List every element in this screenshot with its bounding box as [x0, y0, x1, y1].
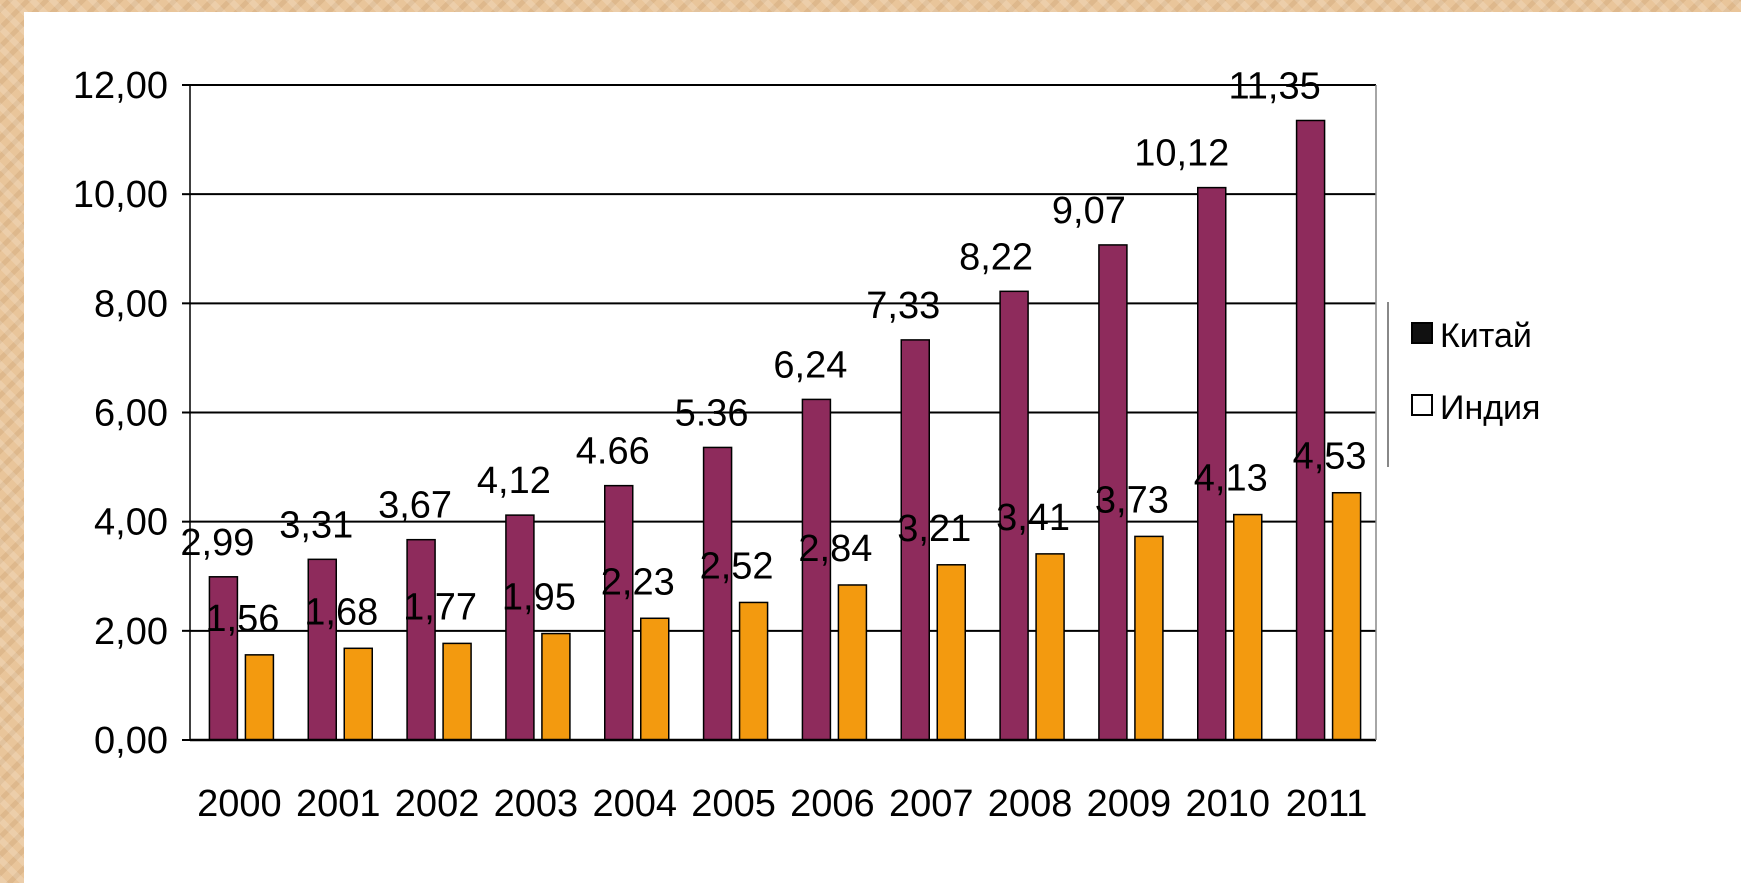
data-label-india: 4,53: [1293, 436, 1367, 478]
legend-swatch-china: [1411, 322, 1433, 344]
legend-label-india: Индия: [1440, 389, 1540, 427]
x-tick-label: 2001: [296, 783, 381, 825]
x-tick-label: 2011: [1286, 783, 1368, 825]
bar-china: [505, 514, 535, 741]
data-label-india: 1,68: [304, 591, 378, 633]
data-label-china: 5.36: [675, 392, 749, 434]
x-tick-label: 2003: [494, 783, 579, 825]
bar-india: [1331, 491, 1362, 741]
bar-china: [1295, 119, 1326, 741]
bar-india: [343, 647, 373, 741]
data-labels: 2,99 1,56 3,31 1,68 3,67 1,77 4,12 1,95 4.66 2,23…: [180, 65, 1366, 639]
data-label-india: 2,23: [601, 561, 675, 603]
bar-china: [900, 339, 930, 741]
bar-china: [702, 446, 733, 741]
bar-china: [801, 398, 832, 741]
bar-india: [936, 564, 966, 741]
data-label-india: 2,52: [700, 545, 774, 587]
bar-india: [1035, 553, 1065, 741]
x-tick-label: 2007: [889, 783, 974, 825]
y-tick-label: 0,00: [94, 720, 168, 762]
bar-china: [307, 558, 337, 741]
data-label-india: 1,77: [403, 586, 477, 628]
data-label-india: 3,73: [1095, 479, 1169, 521]
x-tick-label: 2006: [790, 783, 875, 825]
data-label-india: 3,21: [897, 508, 971, 550]
x-axis-tick-labels: 2000 2001 2002 2003 2004 2005 2006 2007 2008 2009…: [197, 783, 1367, 825]
bar-china: [1197, 186, 1227, 741]
bar-india: [1233, 513, 1263, 741]
axes: [182, 84, 1377, 742]
y-tick-label: 10,00: [73, 174, 168, 216]
bar-india: [442, 642, 472, 741]
data-label-china: 3,31: [279, 504, 353, 546]
data-label-china: 2,99: [180, 522, 254, 564]
x-tick-label: 2008: [988, 783, 1073, 825]
bar-india: [738, 601, 769, 741]
data-label-china: 4.66: [576, 431, 650, 473]
bar-india: [640, 617, 670, 741]
bar-china: [406, 538, 436, 741]
data-label-china: 8,22: [959, 236, 1033, 278]
data-label-china: 10,12: [1134, 133, 1229, 175]
x-tick-label: 2009: [1087, 783, 1172, 825]
y-tick-label: 6,00: [94, 393, 168, 435]
x-tick-label: 2004: [592, 783, 677, 825]
y-tick-label: 4,00: [94, 502, 168, 544]
x-tick-label: 2002: [395, 783, 480, 825]
data-label-china: 6,24: [773, 344, 847, 386]
data-label-china: 11,35: [1228, 65, 1320, 107]
bar-india: [837, 584, 868, 741]
data-label-india: 1,95: [502, 577, 576, 619]
bar-india: [1134, 535, 1164, 741]
legend-swatch-india: [1411, 394, 1433, 416]
y-tick-label: 8,00: [94, 283, 168, 325]
legend: Китай Индия: [1387, 302, 1540, 467]
x-tick-label: 2010: [1185, 783, 1270, 825]
gridlines: [190, 84, 1376, 632]
data-label-india: 3,41: [996, 497, 1070, 539]
x-tick-label: 2005: [691, 783, 776, 825]
y-tick-label: 12,00: [73, 65, 168, 107]
bar-china: [604, 484, 634, 741]
bars: [208, 119, 1362, 741]
data-label-china: 9,07: [1052, 190, 1126, 232]
bar-india: [244, 654, 275, 741]
data-label-china: 4,12: [477, 460, 551, 502]
legend-label-china: Китай: [1440, 317, 1532, 355]
data-label-india: 4,13: [1194, 458, 1268, 500]
data-label-india: 1,56: [205, 598, 279, 640]
x-tick-label: 2000: [197, 783, 282, 825]
bar-china: [1098, 244, 1128, 741]
y-tick-label: 2,00: [94, 611, 168, 653]
bar-india: [541, 632, 571, 741]
data-label-china: 3,67: [378, 485, 452, 527]
chart-panel: 0,00 2,00 4,00 6,00 8,00 10,00 12,00 2000 2001 2…: [24, 12, 1741, 883]
data-label-china: 7,33: [866, 285, 940, 327]
y-axis-tick-labels: 0,00 2,00 4,00 6,00 8,00 10,00 12,00: [73, 65, 168, 762]
data-label-india: 2,84: [798, 528, 872, 570]
